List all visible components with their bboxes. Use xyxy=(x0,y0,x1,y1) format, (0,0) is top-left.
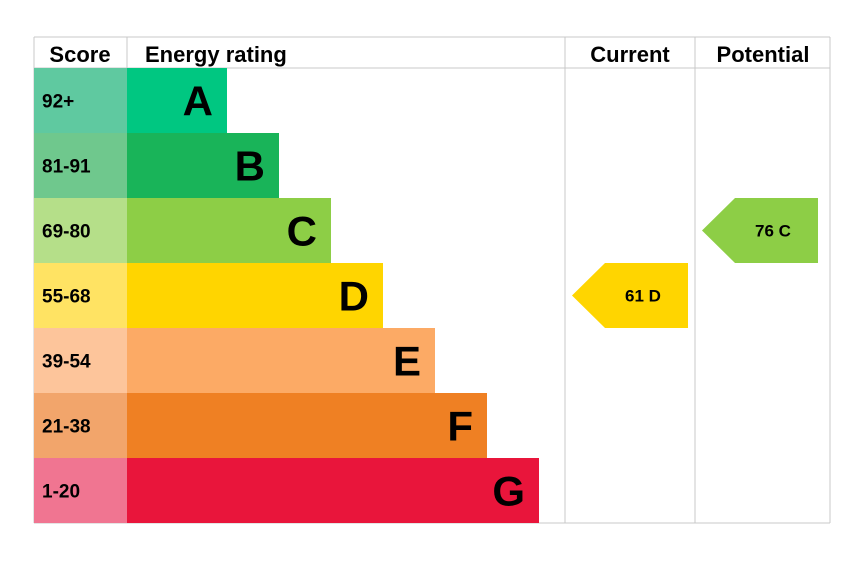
score-cell-c xyxy=(34,198,127,263)
current-rating-arrow xyxy=(572,263,688,328)
rating-bar-f xyxy=(127,393,487,458)
rating-letter-a: A xyxy=(183,78,213,125)
potential-rating-arrow xyxy=(702,198,818,263)
rating-letter-f: F xyxy=(447,403,473,450)
rating-bar-b xyxy=(127,133,279,198)
rating-bar-g xyxy=(127,458,539,523)
score-cell-e xyxy=(34,328,127,393)
energy-rating-header: Energy rating xyxy=(145,42,287,67)
rating-indicators: 61 D 76 C xyxy=(572,198,818,328)
score-cell-b xyxy=(34,133,127,198)
score-label-f: 21-38 xyxy=(42,417,91,438)
score-label-a: 92+ xyxy=(42,92,74,113)
score-cell-g xyxy=(34,458,127,523)
score-header: Score xyxy=(49,42,110,67)
current-header: Current xyxy=(590,42,670,67)
rating-letter-b: B xyxy=(235,143,265,190)
current-rating-label: 61 D xyxy=(625,287,661,306)
score-label-e: 39-54 xyxy=(42,352,91,373)
score-label-g: 1-20 xyxy=(42,482,80,503)
header-row: Score Energy rating Current Potential xyxy=(49,42,809,67)
rating-letter-c: C xyxy=(287,208,317,255)
score-label-c: 69-80 xyxy=(42,222,91,243)
score-cell-a xyxy=(34,68,127,133)
rating-letter-g: G xyxy=(492,468,525,515)
rating-letter-e: E xyxy=(393,338,421,385)
rating-bar-c xyxy=(127,198,331,263)
rating-letter-d: D xyxy=(339,273,369,320)
rating-bar-d xyxy=(127,263,383,328)
rating-bar-e xyxy=(127,328,435,393)
potential-header: Potential xyxy=(717,42,810,67)
rating-bands: 92+ A 81-91 B 69-80 C 55-68 D 39-54 E 21-38 F 1-20 G xyxy=(34,68,539,523)
score-label-d: 55-68 xyxy=(42,287,91,308)
rating-bar-a xyxy=(127,68,227,133)
score-cell-f xyxy=(34,393,127,458)
score-label-b: 81-91 xyxy=(42,157,91,178)
score-cell-d xyxy=(34,263,127,328)
potential-rating-label: 76 C xyxy=(755,222,791,241)
